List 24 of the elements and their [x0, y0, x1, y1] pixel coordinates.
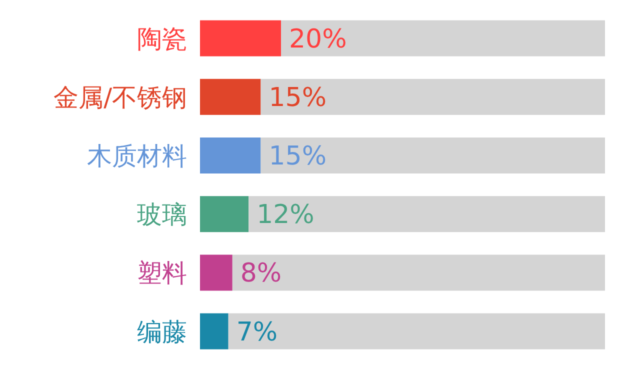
bar	[200, 313, 228, 350]
y-tick-label: 编藤	[137, 317, 187, 346]
bar	[260, 138, 605, 174]
data-label: 8%	[240, 258, 282, 289]
bar	[232, 254, 605, 291]
y-tick-label: 玻璃	[137, 200, 187, 230]
data-label: 15%	[268, 82, 327, 113]
bar	[248, 196, 605, 232]
data-label: 15%	[268, 142, 327, 172]
y-tick-label: 塑料	[137, 258, 187, 288]
bar	[200, 138, 261, 174]
y-tick-label: 木质材料	[87, 142, 187, 170]
bar	[281, 20, 605, 56]
bar	[200, 20, 281, 56]
y-tick-label: 金属/不锈钢	[54, 82, 187, 112]
data-label: 20%	[289, 24, 347, 54]
bar	[200, 78, 261, 115]
y-tick-label: 陶瓷	[137, 24, 187, 54]
bar	[228, 313, 605, 350]
bar	[260, 78, 605, 115]
data-label: 7%	[236, 317, 278, 348]
bar	[200, 196, 249, 232]
data-label: 12%	[256, 200, 314, 230]
bar	[200, 254, 232, 291]
